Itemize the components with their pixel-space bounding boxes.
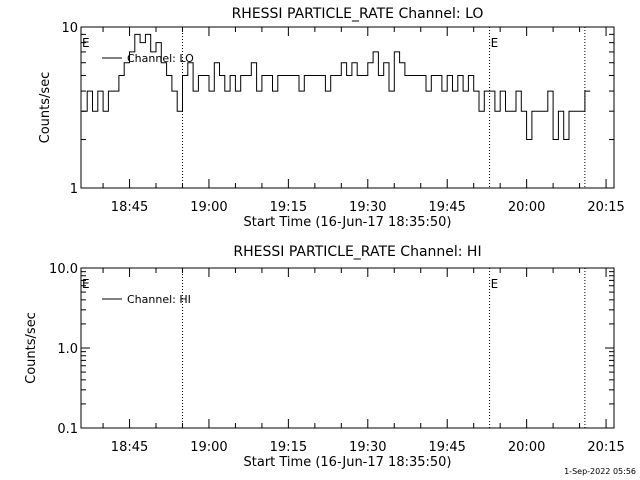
y-tick-label: 10 (61, 21, 78, 36)
x-tick-label: 18:45 (111, 200, 148, 215)
x-tick-label: 19:45 (428, 200, 465, 215)
y-tick-label: 1 (70, 182, 78, 197)
y-axis-label: Counts/sec (24, 312, 39, 384)
x-tick-label: 20:00 (508, 440, 545, 455)
event-label: E (82, 36, 90, 50)
x-tick-label: 19:00 (190, 200, 227, 215)
x-tick-label: 19:30 (349, 440, 386, 455)
x-tick-label: 19:15 (270, 440, 307, 455)
legend-label: Channel: HI (127, 293, 191, 306)
footer-date: 1-Sep-2022 05:56 (564, 467, 636, 476)
plot-frame (80, 267, 615, 429)
x-tick-label: 19:15 (270, 200, 307, 215)
x-tick-label: 19:45 (428, 440, 465, 455)
y-tick-label: 0.1 (57, 422, 78, 437)
y-tick-label: 1.0 (57, 342, 78, 357)
x-tick-label: 20:00 (508, 200, 545, 215)
legend-label: Channel: LO (127, 52, 194, 65)
panel-1: RHESSI PARTICLE_RATE Channel: LO 1 10 Count… (38, 6, 625, 230)
panel-2: RHESSI PARTICLE_RATE Channel: HI 0.1 1.0 10… (24, 244, 625, 470)
x-tick-label: 18:45 (111, 440, 148, 455)
event-label: E (82, 277, 90, 291)
x-tick-label: 20:15 (587, 440, 624, 455)
x-tick-label: 19:00 (190, 440, 227, 455)
x-axis-label: Start Time (16-Jun-17 18:35:50) (244, 455, 452, 470)
x-tick-label: 19:30 (349, 200, 386, 215)
y-tick-label: 10.0 (49, 262, 78, 277)
x-axis-label: Start Time (16-Jun-17 18:35:50) (244, 215, 452, 230)
chart-title: RHESSI PARTICLE_RATE Channel: HI (233, 244, 481, 260)
event-label: E (491, 277, 499, 291)
x-tick-label: 20:15 (587, 200, 624, 215)
y-axis-label: Counts/sec (38, 72, 53, 144)
series-line-1 (81, 33, 591, 140)
event-label: E (491, 36, 499, 50)
plot-frame (80, 26, 615, 189)
chart-title: RHESSI PARTICLE_RATE Channel: LO (232, 6, 484, 22)
